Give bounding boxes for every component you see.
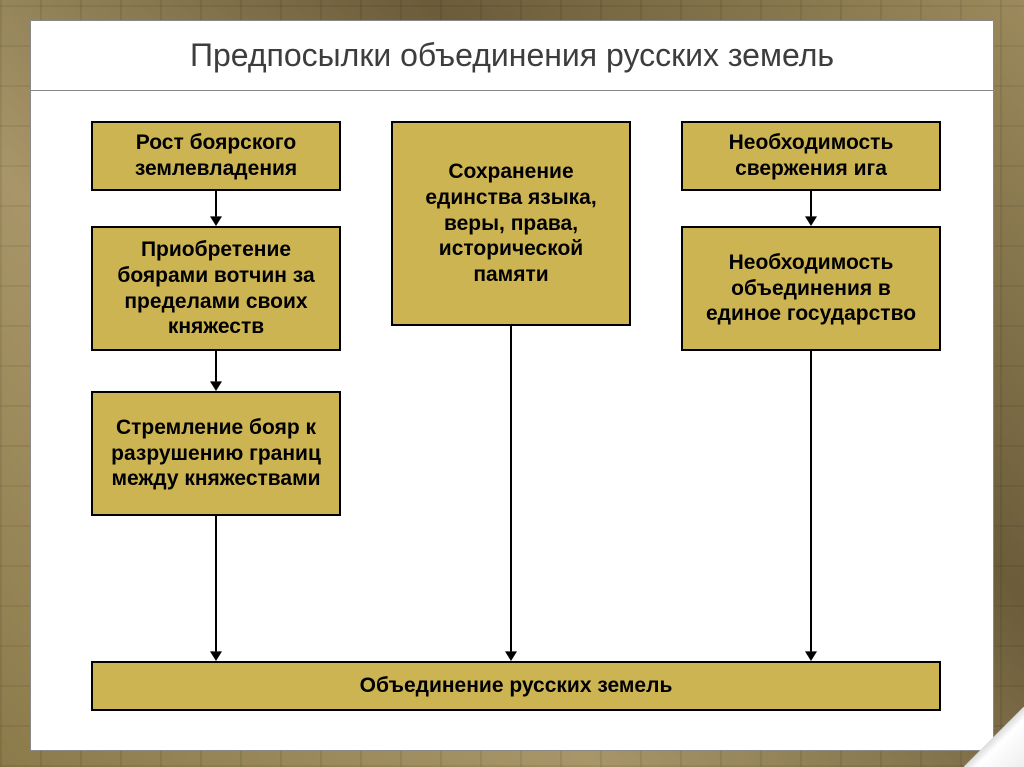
box-need-unite: Необходимость объединения в единое госуд…	[681, 226, 941, 351]
box-overthrow-yoke: Необходимость свержения ига	[681, 121, 941, 191]
content-panel: Предпосылки объединения русских земель Р…	[30, 20, 994, 751]
box-unification-result: Объединение русских земель	[91, 661, 941, 711]
box-boyar-votchiny: Приобретение боярами вотчин за пределами…	[91, 226, 341, 351]
slide-title: Предпосылки объединения русских земель	[31, 21, 993, 91]
diagram-area: Рост боярского землевладения Приобретени…	[31, 91, 993, 750]
box-unity-preserved: Сохранение единства языка, веры, права, …	[391, 121, 631, 326]
box-boyar-land-growth: Рост боярского землевладения	[91, 121, 341, 191]
box-boyar-borders: Стремление бояр к разрушению границ межд…	[91, 391, 341, 516]
page-curl-decoration	[964, 707, 1024, 767]
